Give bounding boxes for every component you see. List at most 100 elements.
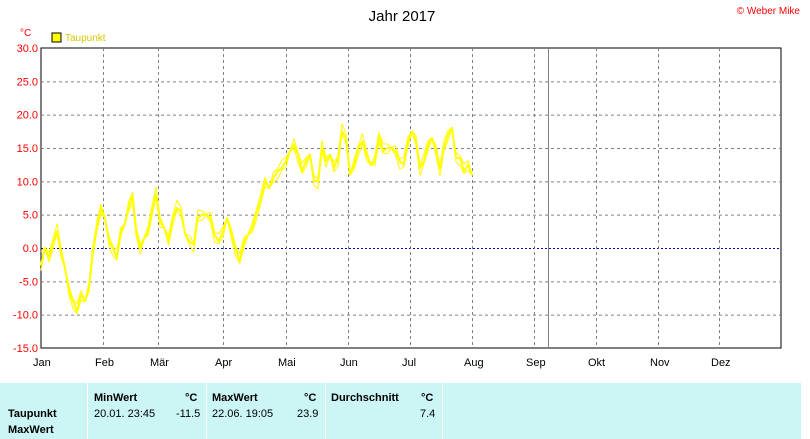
x-tick-label: Jan (33, 357, 51, 369)
data-point (259, 200, 262, 203)
data-point (349, 173, 351, 176)
data-point (394, 150, 397, 153)
row-label-taupunkt: Taupunkt (8, 408, 57, 420)
data-point (222, 230, 224, 233)
min-value: -11.5 (176, 408, 201, 420)
data-point (176, 207, 178, 209)
data-point (64, 267, 66, 269)
min-time: 20.01. 23:45 (94, 408, 156, 420)
series-envelope-line (40, 127, 473, 314)
row-label-maxwert: MaxWert (8, 424, 54, 436)
data-point (76, 310, 78, 313)
data-point (119, 230, 122, 233)
data-point (285, 160, 287, 163)
data-point (419, 167, 421, 169)
data-point (439, 167, 441, 169)
data-point (44, 247, 46, 249)
data-point (411, 130, 413, 133)
data-point (341, 130, 343, 133)
data-point (115, 257, 118, 259)
data-point (272, 177, 275, 179)
data-point (243, 240, 245, 243)
data-point (80, 293, 82, 296)
x-tick-label: Jun (340, 357, 358, 369)
stats-table: MinWert °C MaxWert °C Durchschnitt °C Ta… (0, 383, 801, 439)
y-tick-label: -5.0 (19, 276, 38, 288)
data-point (301, 170, 303, 173)
max-time: 22.06. 19:05 (212, 408, 274, 420)
data-point (40, 263, 42, 266)
data-point (163, 227, 166, 229)
data-point (459, 157, 461, 159)
data-point (455, 157, 457, 159)
avg-header: Durchschnitt (331, 392, 399, 404)
y-tick-label: -10.0 (13, 310, 38, 322)
data-point (423, 160, 425, 163)
data-point (188, 240, 191, 243)
avg-value: 7.4 (420, 408, 436, 420)
data-point (329, 153, 331, 156)
data-point (374, 160, 376, 163)
data-point (415, 140, 417, 143)
data-point (96, 227, 98, 229)
data-point (357, 147, 360, 149)
data-point (471, 173, 473, 176)
y-tick-label: 10.0 (17, 176, 38, 188)
data-point (305, 160, 307, 163)
data-point (155, 193, 157, 196)
data-point (451, 127, 453, 129)
data-point (100, 207, 102, 209)
data-point (431, 137, 433, 139)
data-point (217, 240, 220, 243)
data-point (123, 223, 126, 226)
data-point (402, 163, 405, 166)
data-point (151, 207, 154, 209)
chart-title: Jahr 2017 (369, 8, 436, 25)
data-point (72, 300, 74, 303)
data-point (209, 217, 212, 219)
data-point (382, 150, 384, 153)
legend-label: Taupunkt (65, 33, 106, 44)
data-point (293, 143, 295, 146)
x-tick-label: Jul (402, 357, 416, 369)
data-point (230, 233, 233, 236)
data-point (289, 150, 291, 153)
data-point (325, 160, 327, 163)
y-tick-label: -15.0 (13, 343, 38, 355)
data-point (196, 217, 199, 219)
column-divider (442, 383, 443, 439)
data-point (297, 153, 299, 156)
data-point (251, 227, 254, 229)
plot-area: 30.0 25.0 20.0 15.0 10.0 5.0 0.0 -5.0 -10.0 -15.0… (13, 43, 782, 369)
column-divider (87, 383, 88, 439)
data-point (333, 167, 335, 169)
data-point (92, 247, 94, 249)
data-point (255, 210, 258, 213)
data-point (104, 217, 106, 219)
data-point (398, 160, 401, 163)
data-point (353, 163, 356, 166)
data-point (361, 140, 364, 143)
data-point (180, 210, 183, 213)
copyright-label: © Weber Mike (737, 6, 801, 17)
data-point (427, 143, 429, 146)
y-tick-label: 20.0 (17, 110, 38, 122)
max-unit: °C (304, 392, 317, 404)
data-point (131, 193, 134, 196)
x-tick-label: Aug (464, 357, 484, 369)
data-point (205, 213, 208, 216)
data-point (390, 147, 393, 149)
x-tick-label: Okt (588, 357, 605, 369)
x-tick-label: Dez (711, 357, 731, 369)
chart: Jahr 2017 © Weber Mike °C Taupunkt 30.0 2… (13, 6, 801, 369)
data-point (386, 147, 389, 149)
data-point (309, 153, 311, 156)
data-point (88, 287, 90, 289)
data-point (108, 240, 110, 243)
data-point (143, 237, 146, 239)
data-point (365, 153, 368, 156)
data-point (447, 133, 449, 136)
min-unit: °C (185, 392, 198, 404)
data-point (378, 133, 380, 136)
data-point (317, 180, 319, 183)
